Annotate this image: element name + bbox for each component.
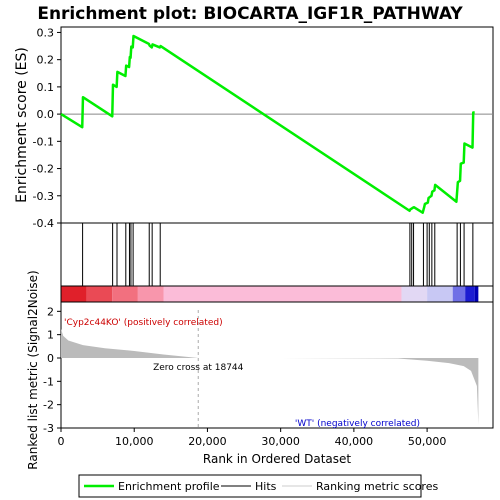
es-y-tick-label: -0.2 [33, 163, 54, 176]
es-y-tick-label: -0.1 [33, 135, 54, 148]
ranking-y-tick-label: 1 [47, 329, 54, 342]
color-bar-segment [474, 286, 479, 302]
color-bar-segment [61, 286, 87, 302]
ranking-y-tick-label: 0 [47, 352, 54, 365]
ranking-y-tick-label: -1 [43, 375, 54, 388]
x-tick-label: 40,000 [335, 435, 374, 448]
es-y-tick-label: -0.3 [33, 190, 54, 203]
es-y-tick-label: 0.2 [37, 54, 55, 67]
negative-correlation-label: 'WT' (negatively correlated) [295, 419, 420, 429]
zero-cross-label: Zero cross at 18744 [153, 363, 244, 373]
x-tick-label: 10,000 [115, 435, 154, 448]
enrichment-profile-line [60, 34, 475, 214]
ranking-y-tick-label: -2 [43, 399, 54, 412]
legend-label-enrichment: Enrichment profile [118, 480, 220, 493]
legend-label-hits: Hits [255, 480, 277, 493]
x-tick-label: 50,000 [408, 435, 447, 448]
es-y-axis-label: Enrichment score (ES) [14, 47, 30, 203]
color-bar-segment [465, 286, 475, 302]
chart-title: Enrichment plot: BIOCARTA_IGF1R_PATHWAY [37, 4, 463, 24]
es-y-tick-label: 0.3 [37, 26, 55, 39]
ranking-y-tick-label: 2 [47, 305, 54, 318]
color-bar-segment [137, 286, 164, 302]
ranking-color-bar [60, 285, 494, 303]
x-axis-ticks: 0 10,000 20,000 30,000 40,000 50,000 [58, 428, 447, 448]
es-panel-frame [60, 26, 494, 224]
hits-markers [82, 223, 474, 286]
ranking-y-axis-label: Ranked list metric (Signal2Noise) [26, 270, 40, 469]
color-bar-segment [112, 286, 138, 302]
es-y-tick-label: 0.0 [37, 108, 55, 121]
ranking-y-ticks: 2 1 0 -1 -2 -3 [43, 305, 61, 435]
color-bar-segment [401, 286, 428, 302]
es-y-ticks: 0.3 0.2 0.1 0.0 -0.1 -0.2 -0.3 -0.4 [33, 26, 61, 230]
color-bar-segment [427, 286, 453, 302]
x-tick-label: 0 [58, 435, 65, 448]
color-bar-segment [452, 286, 466, 302]
color-bar-segment [86, 286, 113, 302]
positive-correlation-label: 'Cyp2c44KO' (positively correlated) [64, 318, 223, 328]
es-y-tick-label: -0.4 [33, 217, 54, 230]
x-tick-label: 20,000 [188, 435, 227, 448]
legend-label-ranking: Ranking metric scores [316, 480, 438, 493]
ranking-panel-frame [60, 301, 494, 429]
es-y-tick-label: 0.1 [37, 81, 55, 94]
color-bar-segment [163, 286, 402, 302]
ranking-y-tick-label: -3 [43, 422, 54, 435]
x-axis-label: Rank in Ordered Dataset [203, 452, 351, 466]
x-tick-label: 30,000 [261, 435, 300, 448]
